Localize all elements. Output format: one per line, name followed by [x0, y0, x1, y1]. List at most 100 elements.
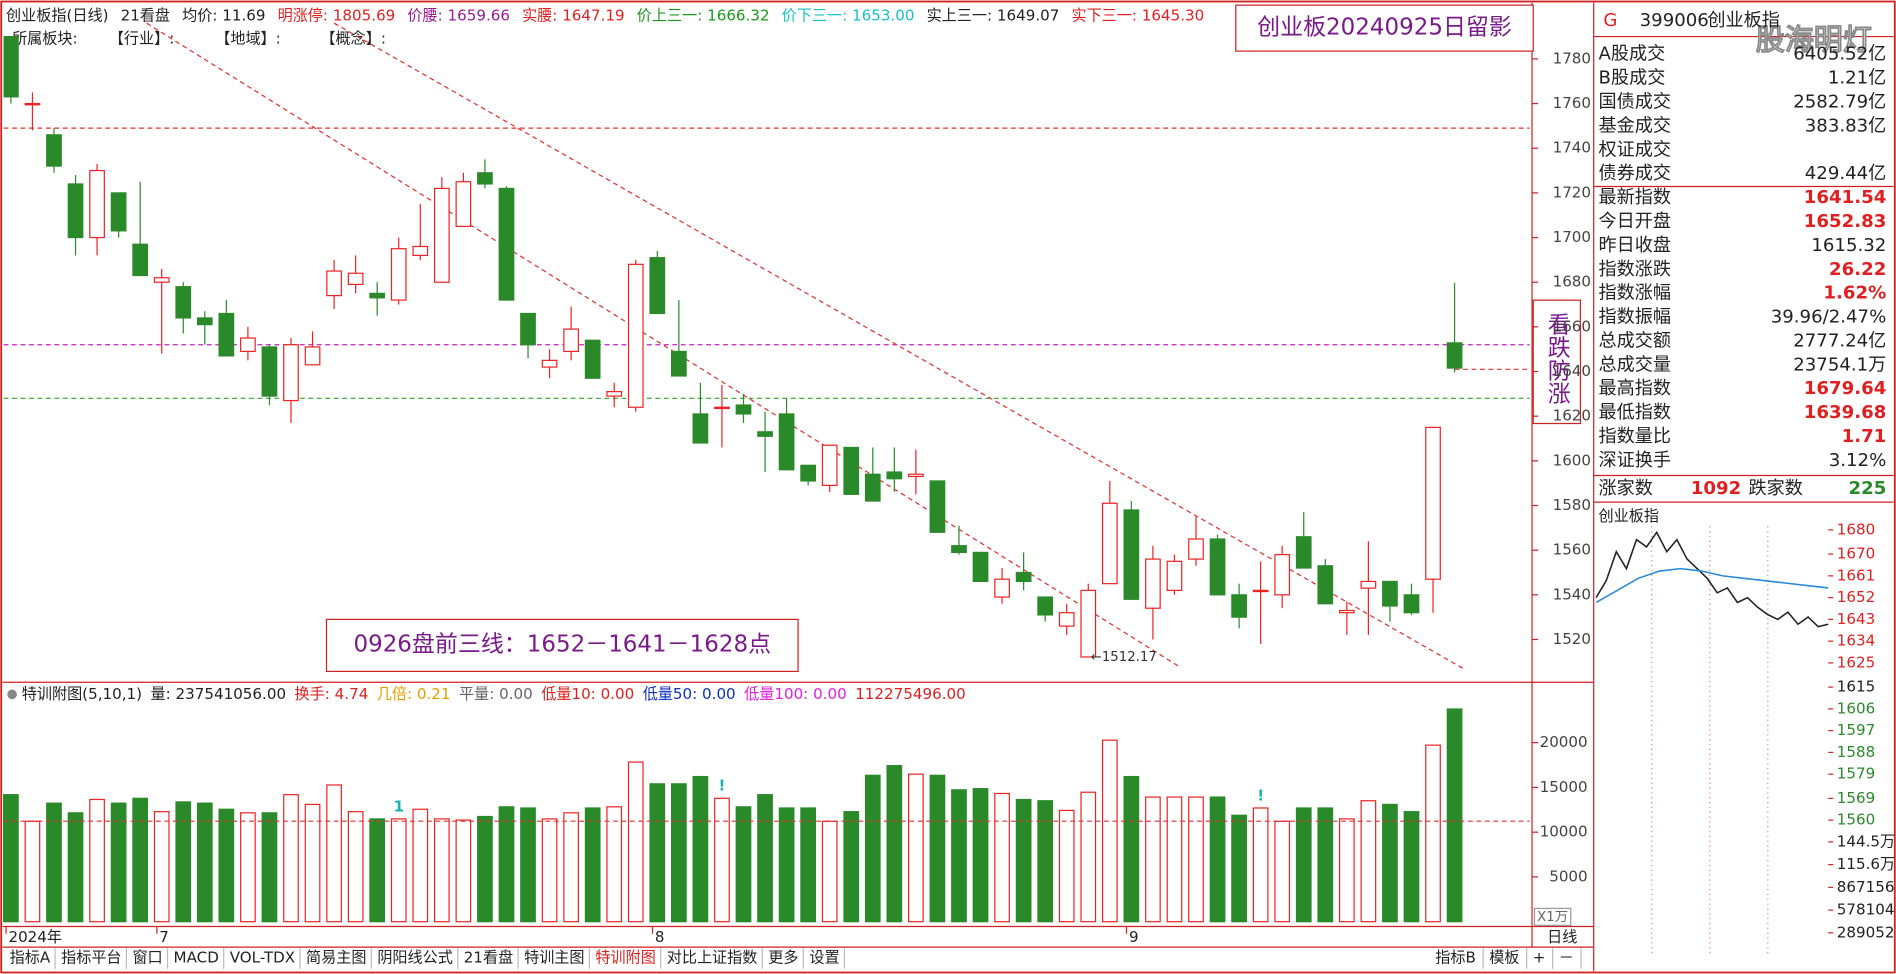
volume-bar: [412, 808, 429, 923]
tab[interactable]: 窗口: [132, 948, 162, 966]
marker: !: [719, 777, 726, 795]
volume-bar: [1080, 791, 1097, 923]
candle-body: [1382, 580, 1398, 607]
y-tick-label: 1540: [1553, 585, 1591, 603]
candle-body: [520, 312, 536, 346]
quote-label: 最低指数: [1599, 402, 1672, 423]
quote-label: 指数振幅: [1599, 307, 1672, 328]
candle-body: [994, 578, 1010, 598]
volume-bar: [864, 774, 881, 923]
y-tick-label: 20000: [1540, 733, 1588, 751]
volume-bar: [390, 818, 407, 923]
volume-bar: [46, 802, 62, 923]
y-tick-label: 15000: [1540, 778, 1588, 796]
y-tick-label: 144.5万: [1837, 832, 1895, 850]
quote-value: 1639.68: [1804, 402, 1887, 423]
candle-body: [1274, 554, 1291, 596]
y-tick-label: 1700: [1553, 228, 1591, 246]
volume-bar: [671, 783, 687, 923]
y-tick-label: 10000: [1540, 823, 1588, 841]
quote-value: 2582.79亿: [1793, 92, 1886, 113]
quote-value: 1.62%: [1823, 283, 1886, 304]
quote-value: 383.83亿: [1805, 115, 1887, 136]
tab[interactable]: 简易主图: [306, 948, 366, 966]
y-tick-label: 1560: [1837, 811, 1875, 829]
breadth-label: 涨家数: [1599, 478, 1653, 499]
tab[interactable]: 指标平台: [61, 948, 121, 966]
tab[interactable]: 特训附图: [595, 948, 655, 966]
annotation: 看跌防涨: [1543, 312, 1570, 404]
status-item: 几倍: 0.21: [377, 685, 451, 703]
volume-bar: [821, 820, 838, 923]
volume-bar: [455, 819, 472, 923]
candle-body: [1252, 589, 1269, 593]
candle-body: [1145, 558, 1161, 609]
status-item: 实下三一: 1645.30: [1071, 7, 1204, 25]
status-item: 换手: 4.74: [295, 685, 369, 703]
volume-bar: [283, 794, 299, 923]
volume-bar: [520, 807, 536, 923]
candle-body: [240, 337, 256, 353]
y-tick-label: 1680: [1553, 273, 1591, 291]
tab[interactable]: 特训主图: [524, 948, 584, 966]
status-item: 均价: 11.69: [182, 7, 265, 25]
y-tick-label: 1661: [1837, 566, 1875, 584]
x-tick-label: 2024年: [8, 928, 62, 946]
volume-bar: [1188, 796, 1204, 923]
y-tick-label: 1579: [1837, 765, 1875, 783]
marker: !: [1257, 786, 1264, 804]
tab[interactable]: 设置: [809, 948, 839, 966]
tab[interactable]: 模板: [1489, 948, 1519, 966]
x-tick-label: 9: [1129, 928, 1139, 946]
tab[interactable]: 指标B: [1435, 948, 1476, 966]
breadth-label: 跌家数: [1748, 478, 1802, 499]
y-tick-label: 115.6万: [1837, 855, 1895, 873]
sector-label: 所属板块:: [12, 29, 78, 47]
y-tick-label: 1640: [1553, 362, 1591, 380]
y-tick-label: 867156: [1837, 878, 1895, 896]
candle-body: [67, 183, 84, 239]
candle-body: [175, 286, 192, 319]
status-item: 价腰: 1659.66: [407, 7, 510, 25]
candle-body: [347, 272, 364, 286]
tab[interactable]: 21看盘: [464, 948, 513, 966]
y-tick-label: 1569: [1837, 789, 1875, 807]
tab[interactable]: 指标A: [10, 948, 51, 966]
volume-bar: [1101, 739, 1118, 923]
candle-body: [369, 292, 386, 299]
quote-label: 最高指数: [1599, 378, 1672, 399]
volume-bar: [994, 792, 1010, 923]
candle-body: [671, 350, 687, 377]
avg-line: [1595, 567, 1829, 604]
tab[interactable]: +: [1533, 948, 1546, 966]
tab[interactable]: －: [1559, 948, 1574, 966]
volume-bar: [1123, 775, 1140, 923]
annotation-box: [1235, 4, 1534, 52]
volume-bar: [326, 784, 342, 923]
volume-bar: [843, 811, 860, 923]
tab[interactable]: 更多: [768, 948, 798, 966]
tab[interactable]: VOL-TDX: [230, 948, 295, 966]
volume-bar: [1295, 807, 1312, 923]
candle-body: [455, 181, 472, 227]
y-tick-label: 1520: [1553, 630, 1591, 648]
status-item: 创业板指(日线): [6, 7, 108, 25]
x-tick-label: 7: [159, 928, 169, 946]
tab[interactable]: MACD: [174, 948, 219, 966]
candle-body: [1123, 509, 1140, 600]
sector-label: 【行业】:: [109, 29, 175, 47]
volume-bar: [110, 802, 127, 923]
tab[interactable]: 阴阳线公式: [377, 948, 453, 966]
y-tick-label: 1600: [1553, 451, 1591, 469]
candle-body: [218, 312, 235, 357]
x-tick-label: 8: [655, 928, 665, 946]
tab[interactable]: 对比上证指数: [667, 948, 758, 966]
volume-bar: [433, 818, 450, 923]
volume-bar: [714, 797, 730, 923]
quote-label: 基金成交: [1599, 115, 1672, 136]
y-tick-label: 1760: [1553, 94, 1591, 112]
quote-label: 总成交额: [1599, 330, 1672, 351]
volume-bar: [1446, 708, 1463, 923]
status-item: 低量10: 0.00: [541, 685, 634, 703]
quote-label: 深证换手: [1599, 450, 1672, 471]
